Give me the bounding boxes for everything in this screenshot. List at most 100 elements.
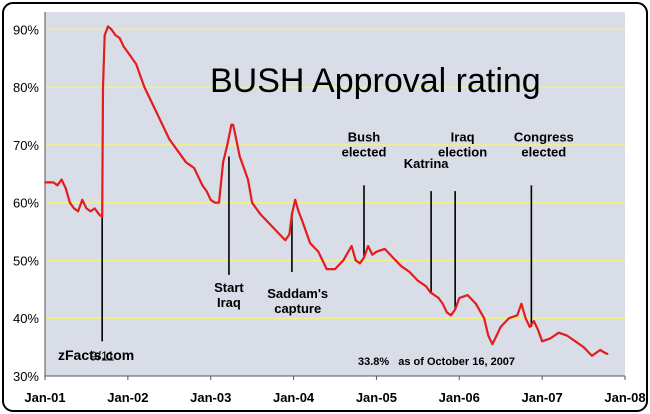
event-label: Iraq xyxy=(217,295,241,310)
data-point xyxy=(508,317,510,320)
data-points xyxy=(44,25,609,357)
data-point xyxy=(375,250,378,253)
data-point xyxy=(294,198,297,201)
data-point xyxy=(103,34,106,37)
x-tick-label: Jan-07 xyxy=(522,390,563,405)
data-point xyxy=(213,201,216,204)
data-point xyxy=(350,245,353,247)
chart-title: BUSH Approval rating xyxy=(210,62,541,100)
data-point xyxy=(56,184,59,187)
data-point xyxy=(151,103,154,106)
data-point xyxy=(251,201,254,204)
y-tick-label: 30% xyxy=(13,369,39,384)
plot-area xyxy=(45,12,625,376)
data-point xyxy=(566,334,568,337)
data-point xyxy=(437,297,440,299)
data-point xyxy=(557,331,560,334)
data-point xyxy=(77,210,80,213)
data-point xyxy=(450,314,452,317)
data-point xyxy=(205,190,208,193)
data-point xyxy=(247,178,249,181)
data-point xyxy=(532,320,535,323)
data-point xyxy=(354,259,357,262)
data-point xyxy=(574,340,577,343)
data-point xyxy=(425,285,428,288)
x-tick-label: Jan-03 xyxy=(190,390,231,405)
data-point xyxy=(226,143,229,146)
data-point xyxy=(416,279,419,282)
event-label: Saddam's xyxy=(267,286,328,301)
data-point xyxy=(408,271,411,273)
data-point xyxy=(499,325,502,328)
data-point xyxy=(297,210,300,213)
event-label: 9/11 xyxy=(90,348,114,363)
data-point xyxy=(259,213,262,216)
data-point xyxy=(232,123,234,126)
data-point xyxy=(599,349,602,351)
data-point xyxy=(193,167,196,169)
data-point xyxy=(604,351,607,354)
gridlines xyxy=(44,12,625,377)
data-point xyxy=(528,325,531,328)
data-point xyxy=(445,311,448,314)
data-point xyxy=(400,265,403,268)
data-point xyxy=(524,317,527,320)
data-point xyxy=(242,167,245,169)
data-point xyxy=(201,184,204,187)
data-point xyxy=(118,37,121,39)
data-point xyxy=(371,253,374,256)
data-point xyxy=(107,25,109,28)
data-point xyxy=(168,138,171,141)
data-point xyxy=(541,340,544,343)
data-point xyxy=(48,181,51,184)
event-label: Bush xyxy=(348,129,381,144)
data-point xyxy=(549,337,552,340)
data-point xyxy=(97,213,100,216)
data-point xyxy=(218,201,220,204)
brand-label: zFacts.com xyxy=(58,347,134,363)
event-labels: 9/11StartIraqSaddam'scaptureBushelectedK… xyxy=(90,129,574,363)
data-point xyxy=(392,256,394,259)
data-point xyxy=(93,207,96,210)
data-point xyxy=(466,294,469,297)
data-point xyxy=(516,314,519,317)
data-point xyxy=(64,187,67,190)
data-point xyxy=(126,51,129,54)
data-point xyxy=(114,34,117,37)
data-point xyxy=(358,262,361,265)
data-point xyxy=(81,198,84,201)
data-point xyxy=(176,149,179,152)
x-axis-ticks: Jan-01 Jan-02 Jan-03 Jan-04 Jan-05 Jan-06 Jan-… xyxy=(24,376,646,405)
data-point xyxy=(85,207,88,210)
event-label: Congress xyxy=(514,129,574,144)
data-point xyxy=(135,63,138,65)
y-tick-label: 60% xyxy=(13,196,39,211)
data-point xyxy=(309,242,312,245)
data-point xyxy=(582,346,585,349)
data-point xyxy=(73,207,75,210)
data-point xyxy=(363,256,365,259)
data-point xyxy=(291,213,293,216)
data-point xyxy=(238,155,241,158)
data-point xyxy=(102,86,104,89)
data-point xyxy=(491,343,494,346)
data-point xyxy=(300,219,303,221)
data-point xyxy=(487,334,490,337)
data-point xyxy=(68,201,71,204)
y-tick-label: 80% xyxy=(13,80,39,95)
x-tick-label: Jan-01 xyxy=(24,390,65,405)
footnote-text: as of October 16, 2007 xyxy=(398,356,515,368)
y-axis-ticks: 30% 40% 50% 60% 70% 80% 90% xyxy=(13,22,39,384)
data-point xyxy=(483,317,486,320)
data-point xyxy=(101,216,104,219)
event-label: Iraq xyxy=(451,129,475,144)
data-point xyxy=(458,297,461,299)
data-point xyxy=(284,239,287,242)
data-point xyxy=(474,302,477,305)
footnote: 33.8% as of October 16, 2007 xyxy=(358,356,515,368)
data-point xyxy=(334,268,336,271)
event-label: capture xyxy=(274,301,321,316)
data-point xyxy=(267,221,270,224)
y-tick-label: 50% xyxy=(13,253,39,268)
